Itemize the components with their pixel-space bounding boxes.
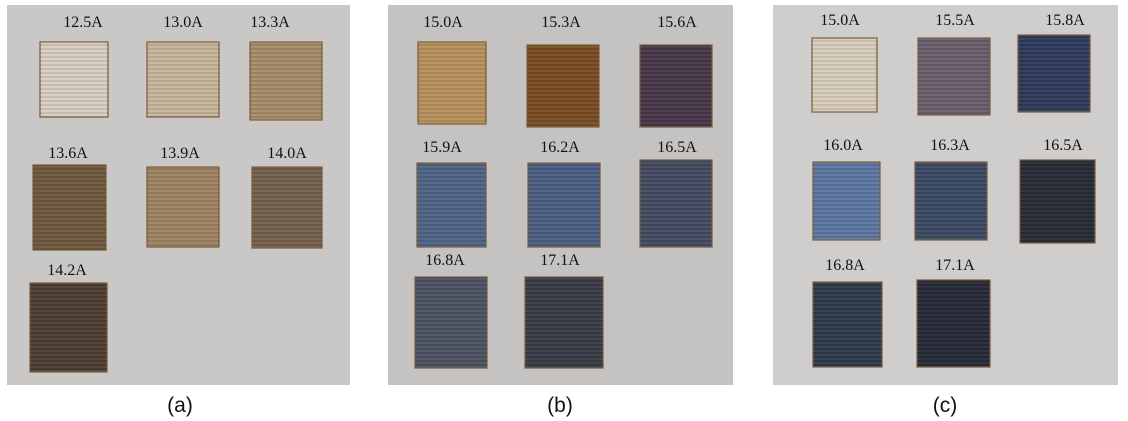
patch-texture: [415, 277, 487, 368]
sample-label: 15.9A: [422, 139, 462, 156]
patch-texture: [918, 38, 990, 115]
sample-label: 15.6A: [657, 14, 697, 31]
patch-texture: [33, 165, 106, 250]
sample-label: 15.0A: [820, 12, 860, 29]
sample-label: 16.8A: [425, 252, 465, 269]
sample-label: 13.6A: [48, 145, 88, 162]
panel-caption: (b): [547, 394, 573, 417]
figure: 12.5A 13.0A 13.3A 13.6A 13.9A 14.0A 14.2A (a) 15…: [0, 0, 1128, 421]
sample-label: 16.5A: [657, 139, 697, 156]
sample-label: 16.5A: [1043, 137, 1083, 154]
sample-label: 15.5A: [935, 12, 975, 29]
panel-caption: (a): [167, 394, 193, 417]
sample-label: 13.3A: [250, 14, 290, 31]
patch-texture: [813, 282, 882, 367]
patch-texture: [417, 163, 486, 247]
patch-texture: [1018, 35, 1090, 112]
sample-label: 16.0A: [823, 137, 863, 154]
panel-caption: (c): [933, 394, 958, 417]
patch-texture: [30, 283, 107, 372]
patch-texture: [418, 42, 486, 124]
patch-texture: [917, 280, 990, 367]
patch-texture: [640, 45, 712, 127]
sample-label: 15.3A: [541, 14, 581, 31]
sample-label: 15.8A: [1045, 12, 1085, 29]
sample-label: 16.2A: [540, 139, 580, 156]
sample-label: 13.9A: [160, 145, 200, 162]
patch-texture: [812, 38, 877, 112]
patch-texture: [147, 167, 219, 247]
patch-texture: [40, 42, 108, 117]
sample-label: 12.5A: [63, 14, 103, 31]
patch-texture: [252, 167, 322, 248]
patch-texture: [1020, 160, 1095, 243]
patch-texture: [915, 162, 987, 240]
sample-label: 17.1A: [935, 257, 975, 274]
patch-texture: [250, 42, 322, 120]
patch-texture: [527, 45, 599, 127]
sample-label: 13.0A: [163, 14, 203, 31]
patch-texture: [813, 162, 880, 240]
sample-label: 14.2A: [47, 262, 87, 279]
sample-label: 15.0A: [423, 14, 463, 31]
sample-label: 16.3A: [930, 137, 970, 154]
patch-texture: [147, 42, 219, 117]
patch-texture: [528, 163, 600, 247]
sample-label: 17.1A: [540, 252, 580, 269]
sample-label: 14.0A: [267, 145, 307, 162]
patch-texture: [525, 277, 603, 368]
patch-texture: [640, 160, 712, 247]
sample-label: 16.8A: [825, 257, 865, 274]
